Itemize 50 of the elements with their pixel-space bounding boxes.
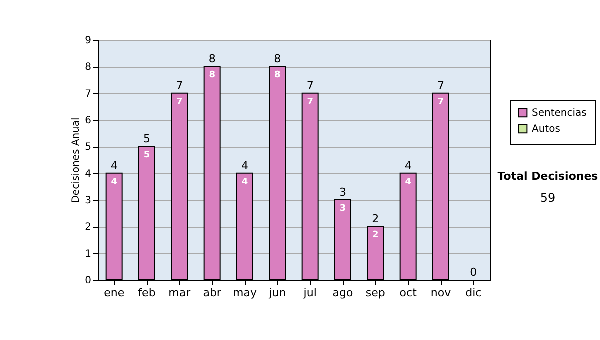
x-tick-label: may <box>233 286 258 300</box>
data-label: 7 <box>438 97 444 108</box>
y-tick-label: 9 <box>85 36 92 46</box>
text: Total Decisiones <box>496 170 600 183</box>
x-tick-label: jul <box>302 286 317 300</box>
data-label: 8 <box>274 70 281 81</box>
y-tick-label: 7 <box>85 88 92 100</box>
y-tick-label: 1 <box>85 248 92 260</box>
total-label: 4 <box>110 159 118 172</box>
total-label: 8 <box>274 52 282 66</box>
data-label: 3 <box>340 204 346 214</box>
text: 59 <box>539 191 557 205</box>
total-label: 4 <box>242 159 248 172</box>
total-label: 3 <box>340 186 346 199</box>
data-label: 7 <box>176 97 183 108</box>
data-label: 2 <box>372 230 379 241</box>
total-label: 8 <box>208 52 216 66</box>
y-tick-label: 0 <box>85 276 92 286</box>
x-tick-label: nov <box>430 286 452 300</box>
x-tick-label: dic <box>466 286 482 300</box>
x-tick-label: feb <box>138 286 156 300</box>
y-tick-label: 8 <box>85 62 92 74</box>
total-label: 2 <box>372 212 380 226</box>
x-tick-label: sep <box>366 286 386 300</box>
total-label: 5 <box>144 132 150 146</box>
legend-label: Sentencias <box>532 108 587 119</box>
x-tick-label: oct <box>400 286 418 300</box>
y-tick-label: 5 <box>85 142 92 154</box>
y-tick-label: 2 <box>85 222 92 234</box>
total-label: 7 <box>438 79 444 92</box>
data-label: 4 <box>111 177 118 188</box>
legend-label: Autos <box>532 124 560 135</box>
x-tick-label: ago <box>332 286 354 300</box>
x-tick-label: ene <box>104 286 125 300</box>
x-tick-label: jun <box>268 286 286 300</box>
total-label: 4 <box>404 159 412 172</box>
total-label: 7 <box>306 79 314 92</box>
total-label: 0 <box>470 266 478 279</box>
y-tick-label: 6 <box>85 116 92 126</box>
total-label: 7 <box>176 79 184 92</box>
y-tick-label: 4 <box>85 168 92 180</box>
x-tick-label: abr <box>203 286 222 300</box>
data-label: 4 <box>242 177 248 188</box>
data-label: 8 <box>209 70 216 81</box>
data-label: 5 <box>144 150 150 161</box>
data-label: 4 <box>405 177 412 188</box>
data-label: 7 <box>307 97 314 108</box>
y-tick-label: 3 <box>85 196 92 206</box>
y-axis-title: Decisiones Anual <box>71 118 82 204</box>
x-tick-label: mar <box>168 286 192 300</box>
